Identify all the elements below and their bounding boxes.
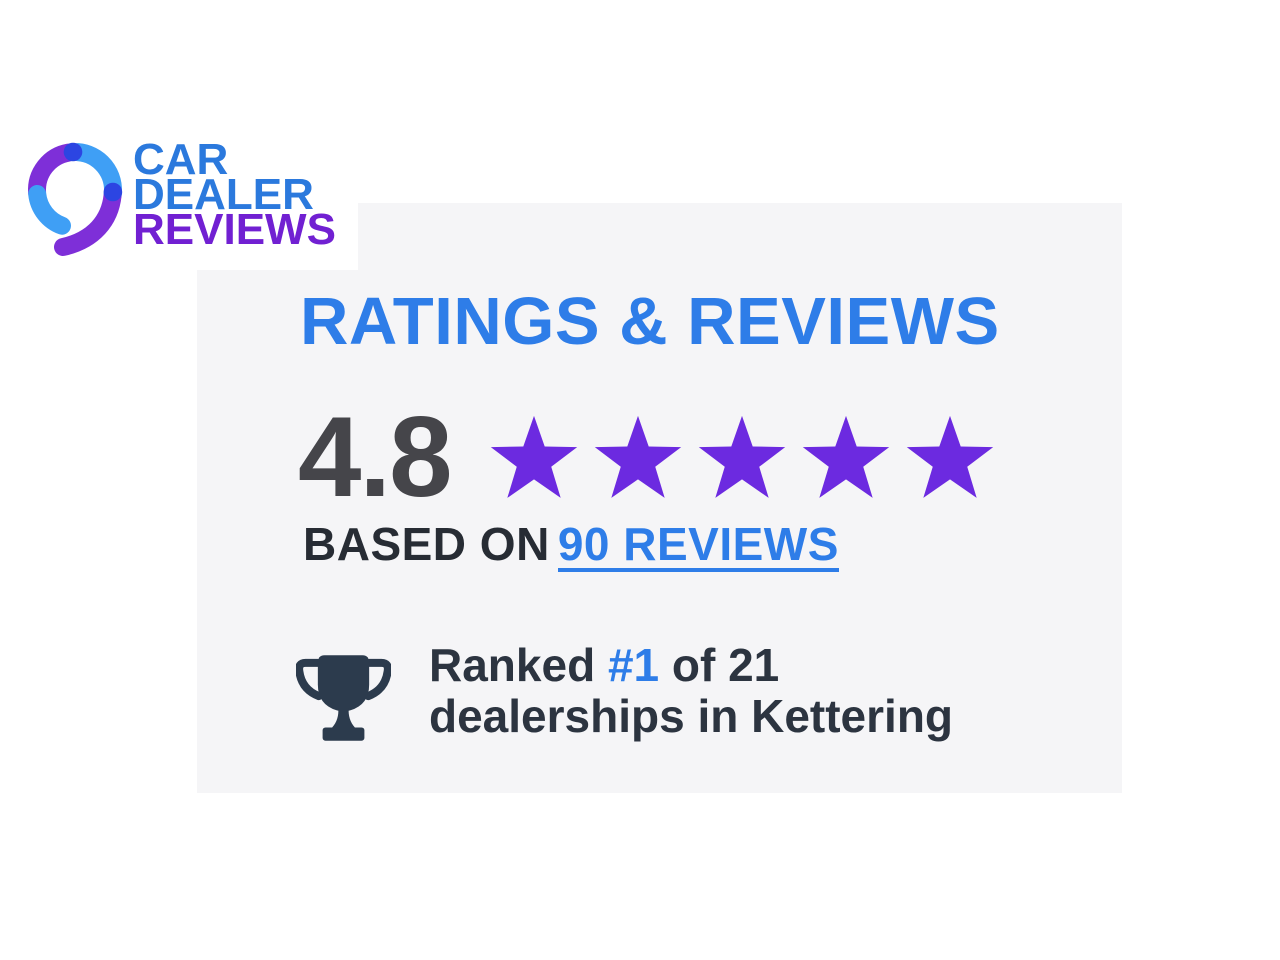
star-icon xyxy=(699,415,786,498)
star-icon xyxy=(803,415,890,498)
star-rating xyxy=(488,414,996,502)
panel-heading: RATINGS & REVIEWS xyxy=(300,284,1000,359)
ranked-prefix: Ranked xyxy=(429,639,596,691)
rating-value: 4.8 xyxy=(298,394,452,521)
based-on-label: BASED ON xyxy=(303,518,550,570)
ranked-suffix: of 21 xyxy=(671,639,780,691)
ranked-row: Ranked #1 of 21 dealerships in Kettering xyxy=(296,640,953,748)
logo-line-dealer: DEALER xyxy=(133,170,314,219)
logo-wordmark: CAR DEALER REVIEWS xyxy=(133,135,336,254)
based-on-row: BASED ON 90 REVIEWS xyxy=(303,521,839,572)
ranked-line2: dealerships in Kettering xyxy=(429,690,954,742)
trophy-icon xyxy=(296,655,391,741)
reviews-count-link[interactable]: 90 REVIEWS xyxy=(557,518,839,572)
star-icon xyxy=(595,415,682,498)
logo-line-car: CAR xyxy=(133,135,229,184)
ranked-text: Ranked #1 of 21 dealerships in Kettering xyxy=(429,640,953,742)
ratings-panel: RATINGS & REVIEWS 4.8 BASED ON 90 REVIEWS xyxy=(197,203,1122,793)
rating-row: 4.8 xyxy=(298,394,996,521)
star-icon xyxy=(907,415,994,498)
ranked-rank: #1 xyxy=(607,639,660,691)
star-icon xyxy=(491,415,578,498)
car-dealer-reviews-logo-icon xyxy=(28,142,123,256)
logo-line-reviews: REVIEWS xyxy=(133,205,336,254)
logo: CAR DEALER REVIEWS xyxy=(0,100,358,270)
